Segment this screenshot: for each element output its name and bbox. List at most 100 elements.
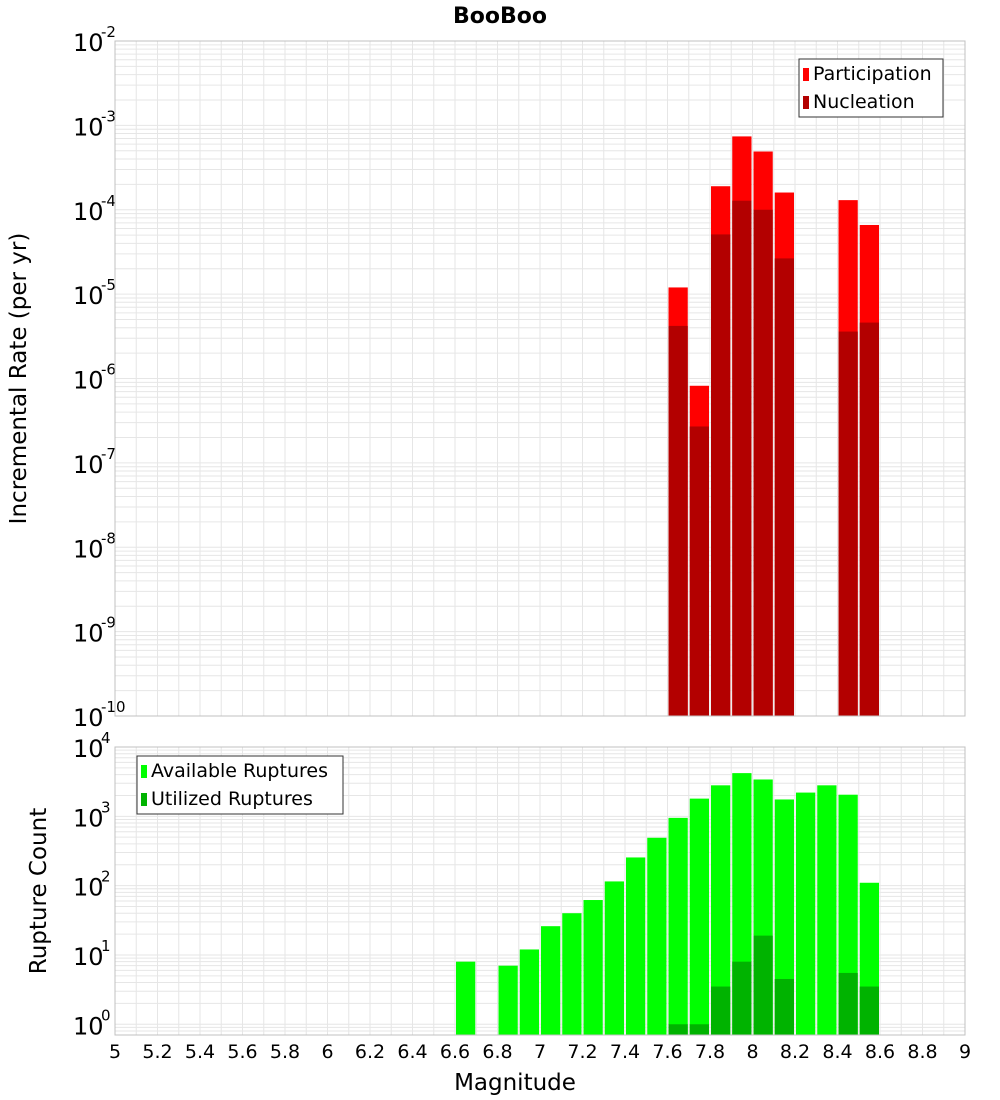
count-bars <box>456 773 879 1035</box>
legend-swatch-available <box>141 765 147 778</box>
x-tick-label: 5.6 <box>227 1041 257 1063</box>
x-tick-label: 6.8 <box>482 1041 512 1063</box>
bar-available <box>668 817 688 1035</box>
bar-utilized <box>838 972 858 1035</box>
x-tick-label: 7.6 <box>652 1041 682 1063</box>
legend-swatch-nucleation <box>803 96 809 109</box>
legend-label-nucleation: Nucleation <box>813 91 915 113</box>
y-tick-label: 10 <box>73 943 104 971</box>
y-tick-exponent: 3 <box>101 798 111 816</box>
bar-available <box>604 881 624 1035</box>
rate-legend: Participation Nucleation <box>798 58 944 118</box>
count-y-axis-label: Rupture Count <box>26 808 52 974</box>
y-tick-exponent: 0 <box>101 1006 111 1024</box>
y-tick-exponent: -4 <box>101 192 116 210</box>
bar-nucleation <box>689 426 709 716</box>
x-tick-label: 8 <box>746 1041 758 1063</box>
bar-utilized <box>774 978 794 1035</box>
x-tick-label: 6 <box>321 1041 333 1063</box>
x-tick-label: 8.4 <box>822 1041 852 1063</box>
bar-available <box>626 857 646 1035</box>
x-tick-label: 6.2 <box>355 1041 385 1063</box>
y-tick-label: 10 <box>73 620 104 648</box>
y-tick-label: 10 <box>73 874 104 902</box>
y-tick-exponent: -8 <box>101 529 116 547</box>
y-tick-label: 10 <box>73 1012 104 1040</box>
y-tick-exponent: -9 <box>101 614 116 632</box>
bar-available <box>817 785 837 1035</box>
y-tick-exponent: 1 <box>101 937 111 955</box>
x-axis-ticks: 5 5.2 5.4 5.6 5.8 6 6.2 6.4 6.6 6.8 7 7.2 7.4 7.6 7.8 8… <box>109 1041 971 1063</box>
x-tick-label: 9 <box>959 1041 971 1063</box>
y-tick-exponent: 4 <box>101 729 111 747</box>
legend-label-available: Available Ruptures <box>151 760 328 782</box>
bar-available <box>647 837 667 1035</box>
bar-available <box>583 900 603 1035</box>
y-tick-label: 10 <box>73 704 104 732</box>
y-tick-label: 10 <box>73 367 104 395</box>
y-tick-label: 10 <box>73 535 104 563</box>
bar-available <box>796 792 816 1035</box>
bar-nucleation <box>838 331 858 716</box>
x-tick-label: 5.4 <box>185 1041 215 1063</box>
bar-available <box>711 785 731 1035</box>
legend-swatch-participation <box>803 68 809 81</box>
x-tick-label: 8.8 <box>907 1041 937 1063</box>
y-tick-label: 10 <box>73 451 104 479</box>
count-legend-box <box>136 755 344 815</box>
x-tick-label: 8.6 <box>865 1041 895 1063</box>
rate-legend-box <box>798 58 944 118</box>
plot-border <box>114 40 966 717</box>
bar-nucleation <box>774 258 794 716</box>
x-tick-label: 7.8 <box>695 1041 725 1063</box>
bar-available <box>498 965 518 1035</box>
rate-y-axis-label: Incremental Rate (per yr) <box>6 233 32 525</box>
y-tick-label: 10 <box>73 804 104 832</box>
bar-utilized <box>711 986 731 1035</box>
bar-utilized <box>668 1024 688 1035</box>
x-tick-label: 5.8 <box>270 1041 300 1063</box>
bar-available <box>689 798 709 1035</box>
chart-title: BooBoo <box>453 4 547 29</box>
y-tick-exponent: -10 <box>101 698 126 716</box>
y-tick-exponent: 2 <box>101 868 111 886</box>
y-tick-label: 10 <box>73 282 104 310</box>
bar-nucleation <box>859 322 879 716</box>
bar-utilized <box>689 1024 709 1035</box>
plot-border <box>114 746 966 1036</box>
legend-label-utilized: Utilized Ruptures <box>151 788 313 810</box>
bar-available <box>456 961 476 1035</box>
bar-available <box>774 799 794 1035</box>
bar-nucleation <box>668 325 688 716</box>
bar-nucleation <box>753 209 773 716</box>
bar-nucleation <box>732 200 752 716</box>
y-tick-exponent: -6 <box>101 361 116 379</box>
y-tick-label: 10 <box>73 113 104 141</box>
y-tick-label: 10 <box>73 29 104 57</box>
x-tick-label: 5 <box>109 1041 121 1063</box>
bar-utilized <box>732 961 752 1035</box>
legend-label-participation: Participation <box>813 63 932 85</box>
x-tick-label: 7 <box>534 1041 546 1063</box>
x-tick-label: 7.2 <box>567 1041 597 1063</box>
bar-utilized <box>859 986 879 1035</box>
x-axis-label: Magnitude <box>454 1070 576 1096</box>
count-legend: Available Ruptures Utilized Ruptures <box>136 755 344 815</box>
bar-nucleation <box>711 234 731 716</box>
bar-available <box>562 913 582 1035</box>
x-tick-label: 5.2 <box>142 1041 172 1063</box>
bar-available <box>541 926 561 1035</box>
y-tick-label: 10 <box>73 198 104 226</box>
y-tick-exponent: -3 <box>101 107 116 125</box>
x-tick-label: 8.2 <box>780 1041 810 1063</box>
rate-bars <box>668 136 879 717</box>
x-tick-label: 6.4 <box>397 1041 427 1063</box>
bar-utilized <box>753 935 773 1035</box>
y-tick-label: 10 <box>73 735 104 763</box>
x-tick-label: 7.4 <box>610 1041 640 1063</box>
